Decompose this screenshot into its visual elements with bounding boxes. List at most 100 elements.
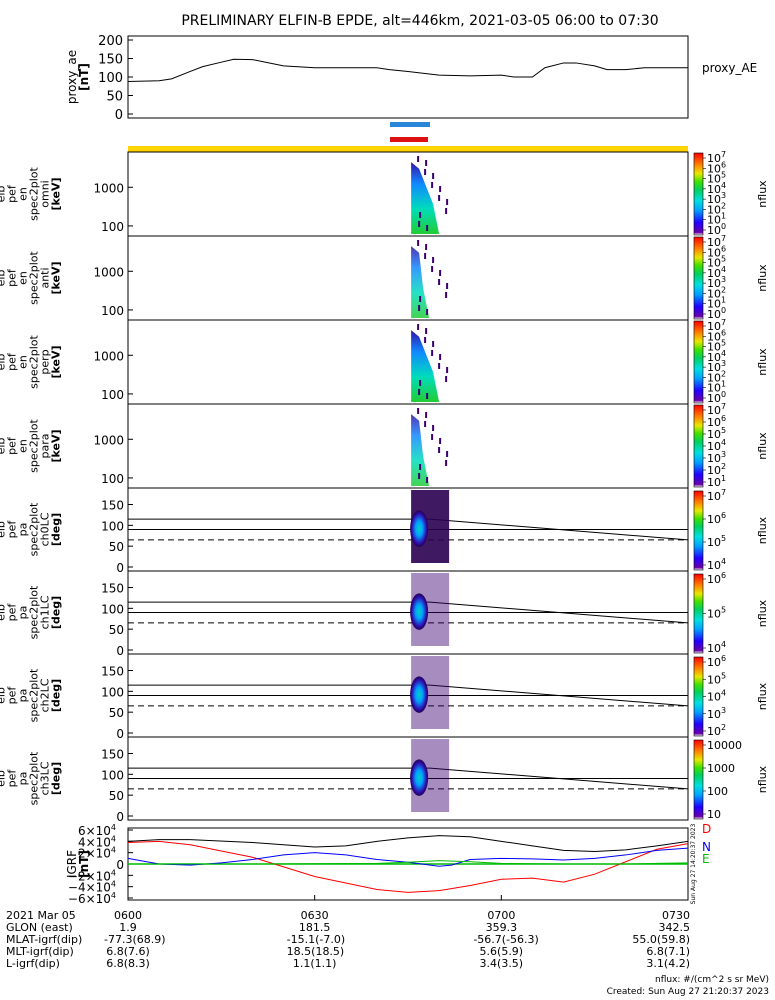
pa_ch2-event-core [410, 676, 429, 713]
en_anti-speckle [446, 283, 449, 289]
pa_ch0-event-core [410, 510, 429, 547]
en_perp-ylabel-3: spec2plot [28, 335, 41, 389]
en_para-speckle [431, 434, 434, 440]
footer-row-value: 0630 [300, 909, 329, 922]
footer-row-label: 2021 Mar 05 [6, 909, 76, 922]
footer-row-value: 6.8(7.1) [646, 945, 690, 958]
pa_ch2-yvalue-0: 150 [101, 665, 124, 679]
pa_ch3-cb-label-2: 100 [707, 785, 728, 798]
footer-row-value: 6.8(7.6) [106, 945, 150, 958]
igrf-yvalue-6: −6×104 [68, 891, 116, 906]
pa_ch1-colorbar [693, 573, 704, 654]
pa_ch1-yvalue-2: 50 [109, 623, 124, 637]
pa_ch0-cb-label-0: 107 [707, 488, 726, 503]
en_anti-speckle [417, 240, 420, 246]
footer-row-value: 0700 [487, 909, 516, 922]
footer-row-value: 5.6(5.9) [479, 945, 524, 958]
en_anti-speckle [431, 266, 434, 272]
en_perp-ylabel-4: perp [39, 349, 52, 374]
pa_ch2-ylabel-3: spec2plot [28, 668, 41, 722]
pa_ch3-cb-title: nflux [756, 765, 769, 793]
pa_ch1-cb-label-0: 106 [707, 571, 726, 586]
en_perp-speckle [418, 389, 421, 395]
pa_ch3-event-core [410, 759, 429, 796]
en_para-yvalue-0: 1000 [93, 433, 124, 447]
igrf-yvalue-4: −2×104 [68, 868, 116, 883]
pa_ch1-ylabel-0: elb [0, 604, 8, 621]
en_para-speckle [432, 425, 435, 431]
bar-yellow [128, 146, 688, 152]
footer-row-label: MLAT-igrf(dip) [6, 933, 83, 946]
bar-red [390, 137, 428, 142]
pa_ch0-ylabel-2: pa [17, 523, 30, 537]
en_para-ylabel-5: [keV] [50, 429, 63, 462]
en_para-speckle [445, 460, 448, 466]
footer-row-value: 6.8(8.3) [106, 957, 150, 970]
footer-row-value: 181.5 [298, 921, 331, 934]
en_para-ylabel-0: elb [0, 438, 8, 455]
igrf-yvalue-3: 0 [116, 858, 124, 872]
footer-row-value: 3.4(3.5) [479, 957, 524, 970]
en_para-frame [127, 403, 689, 489]
footer-row-value: 1.9 [119, 921, 137, 934]
pa_ch0-ylabel-0: elb [0, 521, 8, 538]
pa_ch2-cb-label-0: 106 [707, 654, 726, 669]
footer-row-value: 55.0(59.8) [632, 933, 690, 946]
pa_ch3-yvalue-1: 100 [101, 768, 124, 782]
pa_ch0-yvalue-1: 100 [101, 519, 124, 533]
proxy-ae-ylabel-value-0: 200 [98, 34, 123, 49]
pa_ch2-cb-label-1: 105 [707, 671, 726, 686]
en_anti-ylabel-0: elb [0, 270, 8, 287]
pa_ch3-colorbar [693, 739, 704, 820]
en_omni-ylabel-5: [keV] [50, 177, 63, 210]
en_para-spectrum [411, 414, 430, 486]
en_para-ylabel-1: pef [6, 436, 19, 455]
pa_ch2-ylabel-5: [deg] [50, 679, 63, 712]
footer-row-value: 0730 [662, 909, 690, 922]
en_omni-frame [127, 151, 689, 237]
en_omni-ylabel-4: omni [39, 180, 52, 207]
en_para-speckle [439, 438, 442, 444]
pa_ch0-ylabel-1: pef [6, 520, 19, 539]
igrf-legend-N: N [702, 840, 711, 854]
pa_ch2-cb-label-3: 103 [707, 706, 726, 721]
footer-row-label: L-igrf(dip) [6, 957, 60, 970]
pa_ch2-cb-label-4: 102 [707, 723, 726, 738]
en_perp-cb-title: nflux [756, 348, 769, 376]
pa_ch0-ylabel-4: ch0LC [39, 512, 52, 546]
pa_ch2-cb-label-2: 104 [707, 689, 726, 704]
pa_ch3-yvalue-3: 0 [116, 810, 124, 824]
en_perp-ylabel-0: elb [0, 354, 8, 371]
proxy-ae-ylabel-value-1: 150 [98, 53, 123, 68]
pa_ch0-yvalue-2: 50 [109, 540, 124, 554]
pa_ch0-cb-title: nflux [756, 516, 769, 544]
proxy-ae-frame [127, 35, 689, 119]
en_anti-speckle [432, 257, 435, 263]
pa_ch3-cb-label-0: 10000 [707, 739, 742, 752]
en_para-speckle [418, 473, 421, 479]
en_omni-spectrum [411, 162, 440, 234]
pa_ch1-ylabel-5: [deg] [50, 596, 63, 629]
en_anti-speckle [419, 296, 422, 302]
en_para-ylabel-3: spec2plot [28, 419, 41, 473]
en_omni-yvalue-1: 100 [101, 220, 124, 234]
en_anti-speckle [445, 292, 448, 298]
pa_ch1-ylabel-3: spec2plot [28, 585, 41, 639]
pa_ch0-yvalue-0: 150 [101, 499, 124, 513]
en_para-speckle [424, 421, 427, 427]
igrf-series-0 [127, 840, 689, 893]
en_para-speckle [425, 412, 428, 418]
pa_ch1-cb-label-1: 105 [707, 606, 726, 621]
bar-blue [390, 122, 430, 127]
pa_ch2-ylabel-4: ch2LC [39, 678, 52, 712]
en_perp-ylabel-2: en [17, 355, 30, 369]
en_perp-speckle [445, 376, 448, 382]
en_perp-yvalue-0: 1000 [93, 349, 124, 363]
pa_ch2-colorbar [693, 656, 704, 737]
pa_ch0-cb-label-3: 104 [707, 557, 726, 572]
footer-row-label: MLT-igrf(dip) [6, 945, 74, 958]
pa_ch2-yvalue-3: 0 [116, 727, 124, 741]
en_perp-speckle [419, 380, 422, 386]
pa_ch3-yvalue-2: 50 [109, 789, 124, 803]
igrf-yvalue-0: 6×104 [78, 823, 116, 838]
